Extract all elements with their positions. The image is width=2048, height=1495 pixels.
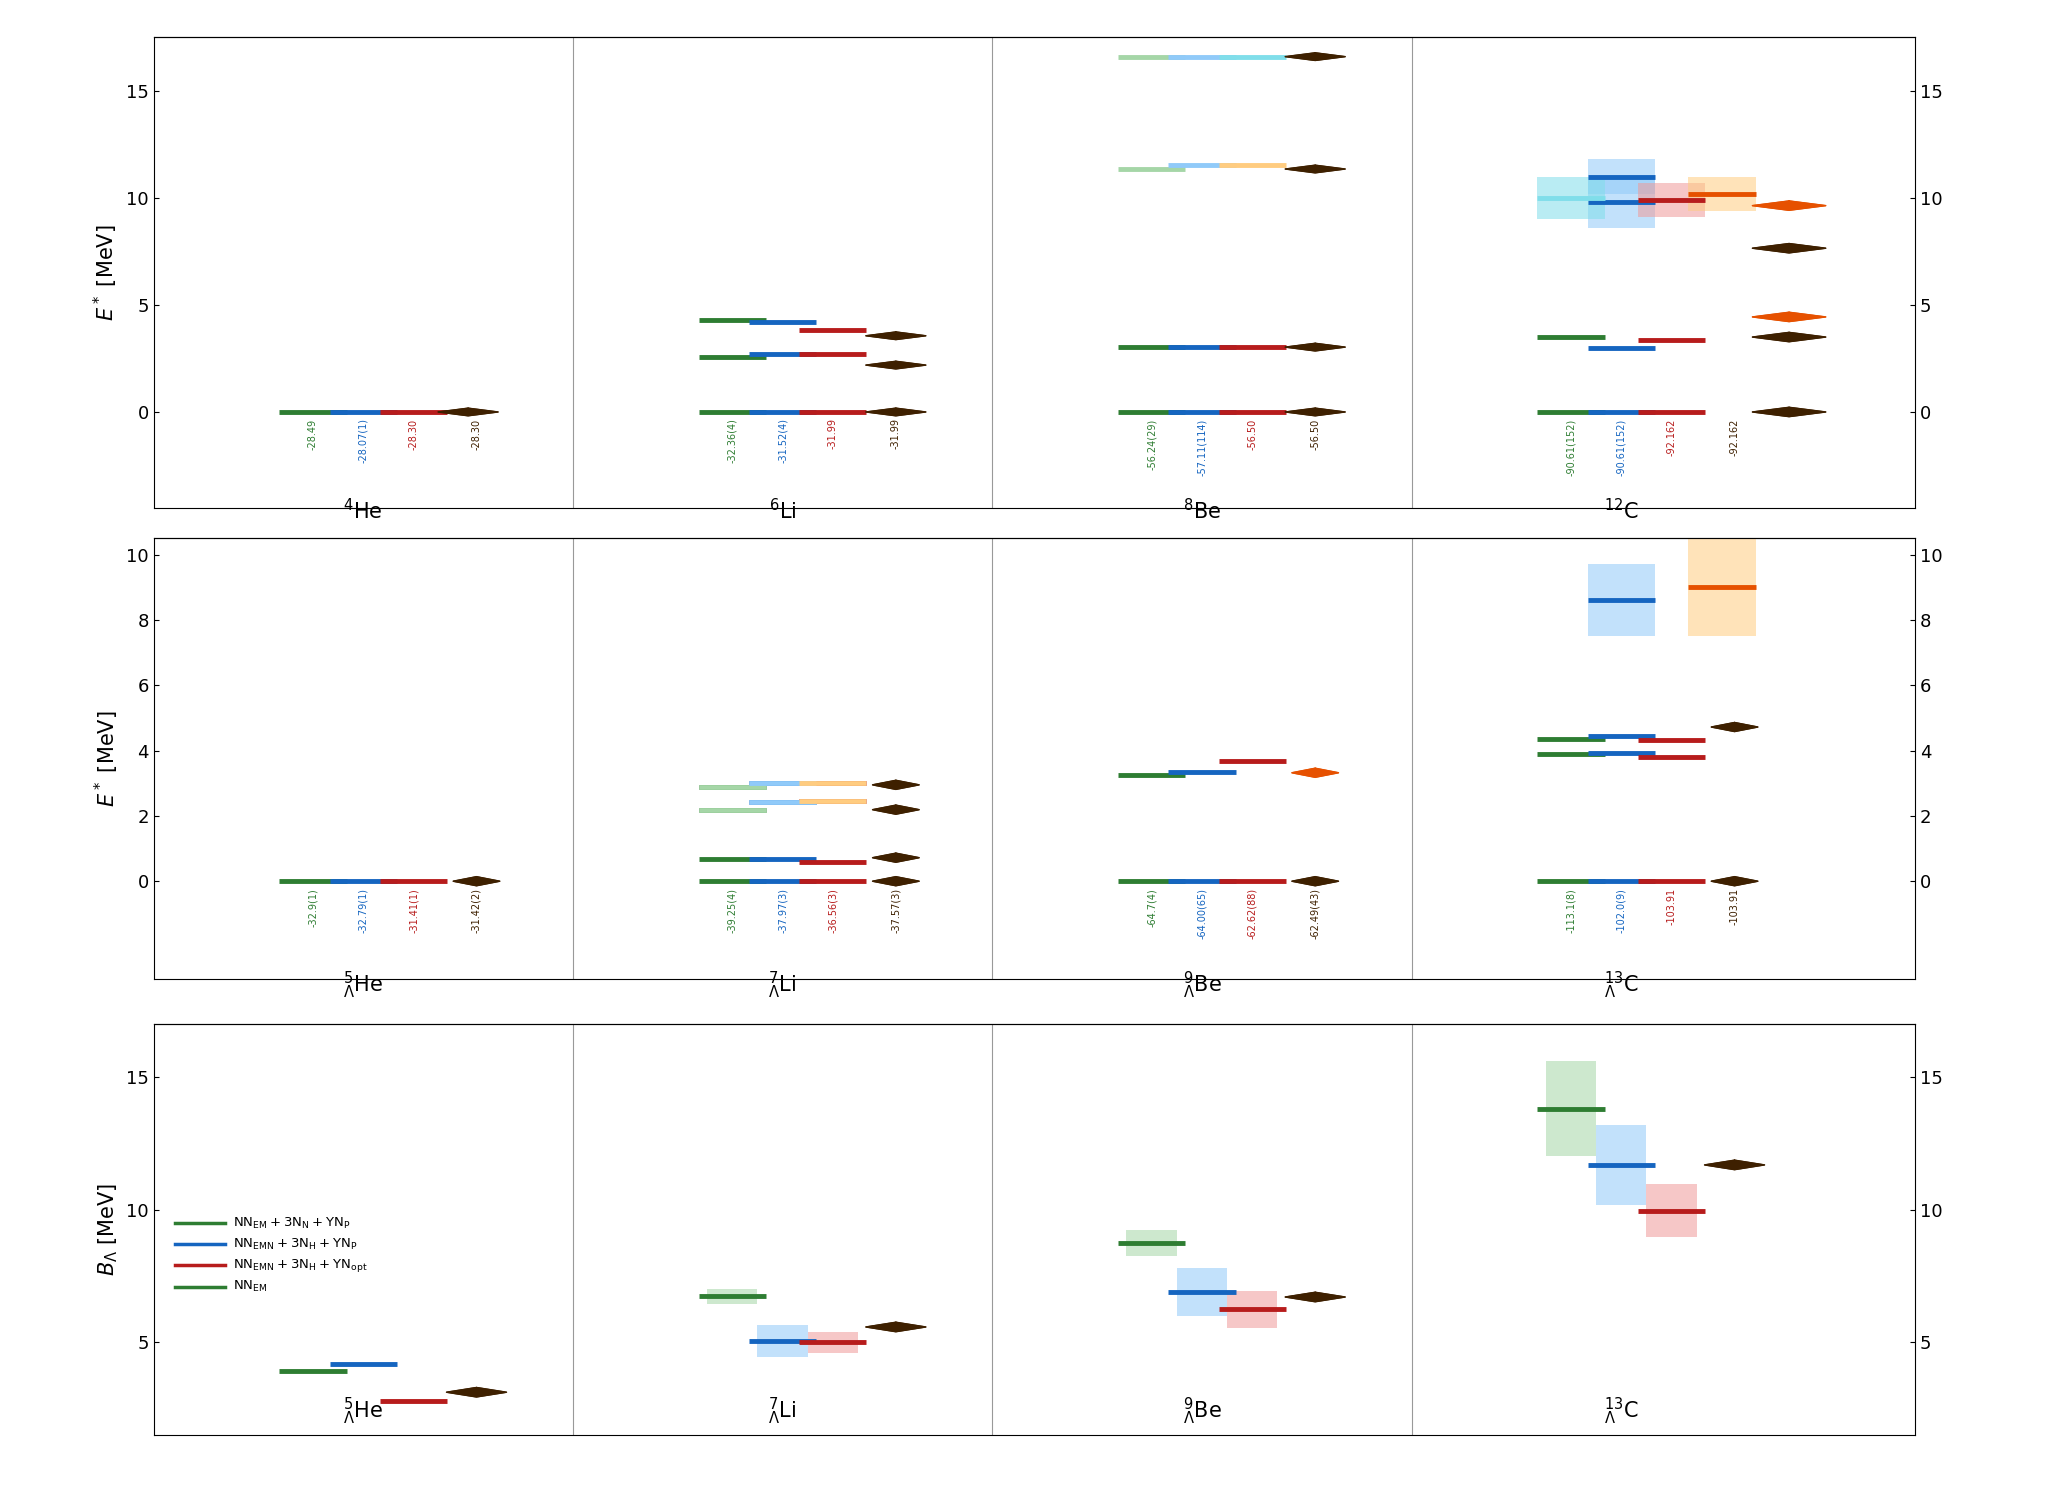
Polygon shape [1753,407,1827,417]
Text: $^{12}$C: $^{12}$C [1604,498,1638,523]
Text: -37.57(3): -37.57(3) [891,888,901,933]
Text: -90.61(152): -90.61(152) [1616,419,1626,475]
Text: -39.25(4): -39.25(4) [727,888,737,933]
Bar [1227,1290,1278,1328]
Text: -32.79(1): -32.79(1) [358,888,369,933]
Text: $^{7}_{\Lambda}$Li: $^{7}_{\Lambda}$Li [768,1396,797,1428]
Polygon shape [1284,344,1346,351]
Text: -28.07(1): -28.07(1) [358,419,369,463]
Bar [1595,1126,1647,1205]
Polygon shape [866,332,926,339]
Y-axis label: $B_\Lambda$ [MeV]: $B_\Lambda$ [MeV] [96,1183,121,1277]
Y-axis label: $E^*$ [MeV]: $E^*$ [MeV] [92,710,121,807]
Text: -64.00(65): -64.00(65) [1196,888,1206,939]
Bar [1546,1061,1595,1157]
Bar [1647,1184,1698,1236]
Text: $^{4}$He: $^{4}$He [344,498,383,523]
Text: -102.0(9): -102.0(9) [1616,888,1626,933]
Text: -28.30: -28.30 [471,419,481,450]
Polygon shape [1284,408,1346,416]
Text: -92.162: -92.162 [1731,419,1739,456]
Bar [1638,182,1706,217]
Text: -90.61(152): -90.61(152) [1567,419,1577,475]
Text: $\mathrm{NN_{EMN}} + 3\mathrm{N_H} + \mathrm{YN_P}$: $\mathrm{NN_{EMN}} + 3\mathrm{N_H} + \ma… [233,1236,358,1251]
Text: -31.52(4): -31.52(4) [778,419,788,463]
Text: $^{13}_{\Lambda}$C: $^{13}_{\Lambda}$C [1604,969,1638,1000]
Polygon shape [872,806,920,815]
Text: $^{9}_{\Lambda}$Be: $^{9}_{\Lambda}$Be [1182,1396,1221,1428]
Text: -28.49: -28.49 [307,419,317,450]
Polygon shape [453,876,500,887]
Text: $\mathrm{NN_{EMN}} + 3\mathrm{N_H} + \mathrm{YN_{opt}}$: $\mathrm{NN_{EMN}} + 3\mathrm{N_H} + \ma… [233,1257,369,1274]
Text: $\mathrm{NN_{EM}} + 3\mathrm{N_N} + \mathrm{YN_P}$: $\mathrm{NN_{EM}} + 3\mathrm{N_N} + \mat… [233,1215,350,1230]
Text: $^{7}_{\Lambda}$Li: $^{7}_{\Lambda}$Li [768,969,797,1000]
Text: -103.91: -103.91 [1667,888,1677,925]
Polygon shape [1753,200,1827,211]
Bar [1538,176,1604,220]
Text: -31.41(1): -31.41(1) [410,888,418,933]
Polygon shape [866,362,926,369]
Text: -62.62(88): -62.62(88) [1247,888,1257,939]
Bar [758,1326,807,1357]
Text: -37.97(3): -37.97(3) [778,888,788,933]
Text: -28.30: -28.30 [410,419,418,450]
Bar [1587,160,1655,194]
Text: -56.24(29): -56.24(29) [1147,419,1157,469]
Text: -57.11(114): -57.11(114) [1196,419,1206,475]
Polygon shape [1704,1160,1765,1169]
Text: -113.1(8): -113.1(8) [1567,888,1577,933]
Text: -56.50: -56.50 [1311,419,1321,450]
Polygon shape [1292,768,1339,777]
Polygon shape [872,854,920,863]
Text: $^{9}_{\Lambda}$Be: $^{9}_{\Lambda}$Be [1182,969,1221,1000]
Polygon shape [446,1387,506,1396]
Bar [807,1332,858,1353]
Polygon shape [872,876,920,887]
Bar [1178,1268,1227,1316]
Text: $\mathrm{NN_{EM}}$: $\mathrm{NN_{EM}}$ [233,1280,268,1295]
Text: $^{5}_{\Lambda}$He: $^{5}_{\Lambda}$He [344,1396,383,1428]
Polygon shape [866,408,926,416]
Bar [1688,176,1755,211]
Text: -92.162: -92.162 [1667,419,1677,456]
Polygon shape [1284,1292,1346,1302]
Text: -62.49(43): -62.49(43) [1311,888,1321,939]
Text: -56.50: -56.50 [1247,419,1257,450]
Bar [1587,564,1655,637]
Bar [1126,1229,1178,1256]
Polygon shape [1292,876,1339,887]
Text: -31.99: -31.99 [827,419,838,450]
Polygon shape [1284,52,1346,60]
Polygon shape [1753,332,1827,342]
Text: $^{13}_{\Lambda}$C: $^{13}_{\Lambda}$C [1604,1396,1638,1428]
Bar [1688,538,1755,637]
Text: -32.36(4): -32.36(4) [727,419,737,463]
Text: -64.7(4): -64.7(4) [1147,888,1157,927]
Polygon shape [1710,722,1757,731]
Polygon shape [1753,244,1827,253]
Text: -36.56(3): -36.56(3) [827,888,838,933]
Y-axis label: $E^*$ [MeV]: $E^*$ [MeV] [92,224,121,321]
Polygon shape [1753,312,1827,321]
Bar [707,1289,758,1305]
Text: -31.42(2): -31.42(2) [471,888,481,933]
Text: -103.91: -103.91 [1731,888,1739,925]
Polygon shape [866,1322,926,1332]
Polygon shape [1710,876,1757,887]
Text: -31.99: -31.99 [891,419,901,450]
Text: $^{8}$Be: $^{8}$Be [1184,498,1221,523]
Polygon shape [872,780,920,789]
Text: $^{5}_{\Lambda}$He: $^{5}_{\Lambda}$He [344,969,383,1000]
Text: $^{6}$Li: $^{6}$Li [768,498,797,523]
Polygon shape [1284,164,1346,173]
Text: -32.9(1): -32.9(1) [307,888,317,927]
Polygon shape [438,408,498,416]
Bar [1587,176,1655,227]
